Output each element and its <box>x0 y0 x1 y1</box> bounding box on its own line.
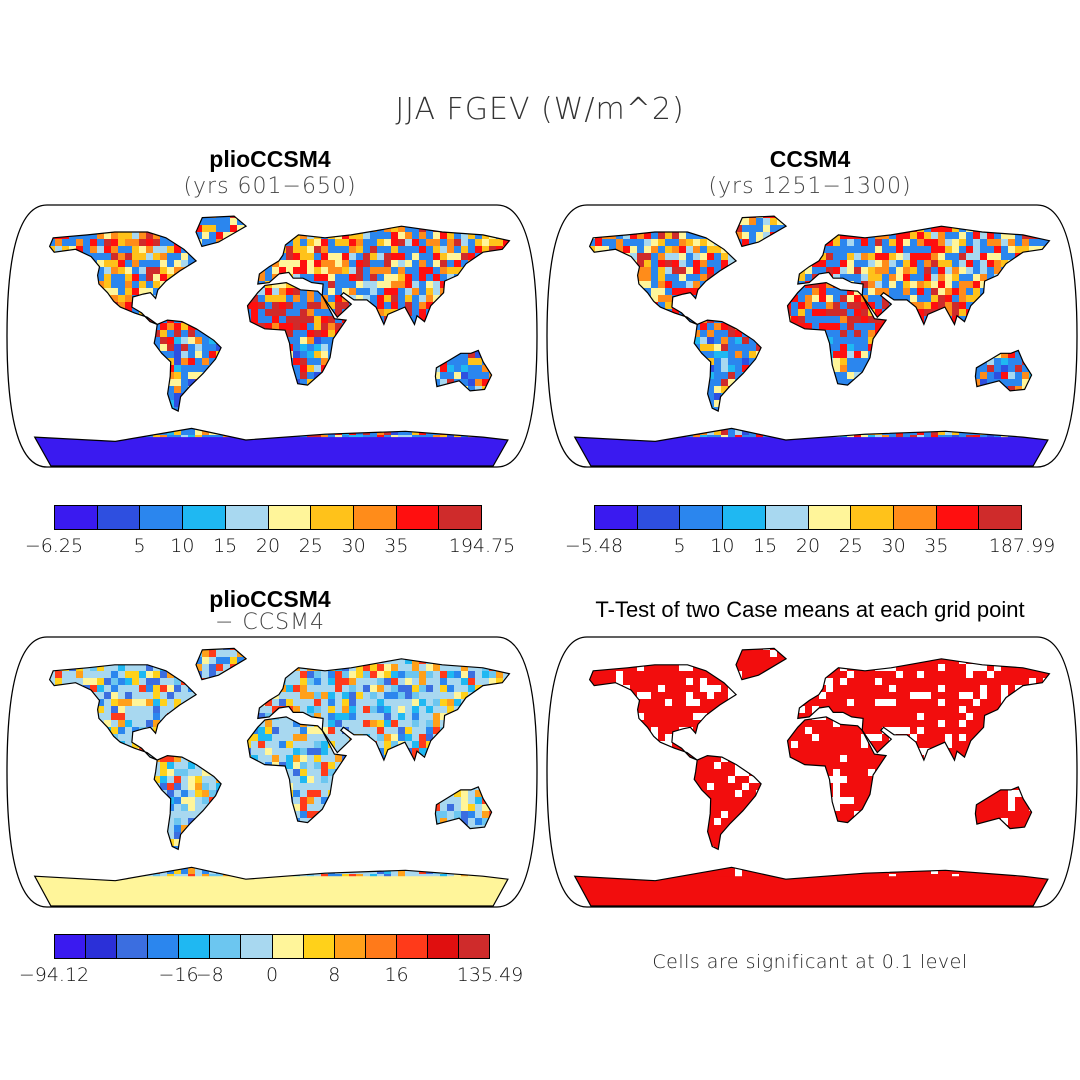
colorbar-swatch <box>808 506 852 529</box>
colorbar-swatch <box>459 935 490 958</box>
colorbar-swatch <box>723 506 766 529</box>
colorbar-swatch <box>680 506 724 529</box>
panel-2-map <box>546 204 1078 468</box>
colorbar-tick-label: −16 <box>158 964 199 986</box>
colorbar-swatch <box>396 506 440 529</box>
colorbar-tick-label: 25 <box>298 535 323 557</box>
colorbar-tick-label: −94.12 <box>18 964 90 986</box>
colorbar-swatch <box>303 935 335 958</box>
colorbar-tick-label: 35 <box>924 535 949 557</box>
colorbar-tick-label: 15 <box>753 535 778 557</box>
colorbar-swatch <box>86 935 118 958</box>
colorbar-swatch <box>140 506 184 529</box>
colorbar-swatch <box>765 506 809 529</box>
colorbar-swatch <box>595 506 638 529</box>
panel-3-title: plioCCSM4 <box>209 586 331 612</box>
colorbar-tick-label: 135.49 <box>456 964 524 986</box>
figure-title: JJA FGEV (W/m^2) <box>395 92 685 127</box>
colorbar-tick-label: 30 <box>341 535 366 557</box>
colorbar-tick-label: −5.48 <box>564 535 624 557</box>
colorbar-tick-label: 16 <box>384 964 409 986</box>
colorbar-tick-label: 20 <box>255 535 281 557</box>
colorbar-swatch <box>396 935 428 958</box>
colorbar-tick-label: 10 <box>710 535 735 557</box>
panel-4-map <box>546 636 1078 908</box>
colorbar-tick-label: 0 <box>265 964 279 986</box>
colorbar-swatch <box>272 935 304 958</box>
colorbar-swatch <box>55 935 87 958</box>
panel-1-title: plioCCSM4 <box>209 146 331 172</box>
panel-1-colorbar <box>54 505 482 530</box>
colorbar-tick-label: −6.25 <box>24 535 84 557</box>
colorbar-tick-label: 30 <box>881 535 906 557</box>
colorbar-tick-label: 10 <box>170 535 195 557</box>
colorbar-swatch <box>179 935 211 958</box>
colorbar-swatch <box>55 506 98 529</box>
significance-note: Cells are significant at 0.1 level <box>652 951 968 973</box>
colorbar-swatch <box>334 935 366 958</box>
panel-1-colorbar-ticks: −6.25 5 10 15 20 25 30 35 194.75 <box>25 535 515 559</box>
colorbar-tick-label: 8 <box>328 964 341 986</box>
panel-1-map <box>6 204 538 468</box>
colorbar-tick-label: −8 <box>195 964 224 986</box>
panel-4-title: T-Test of two Case means at each grid po… <box>595 597 1025 622</box>
colorbar-swatch <box>241 935 273 958</box>
colorbar-swatch <box>117 935 149 958</box>
panel-3-map <box>6 636 538 908</box>
panel-2-subtitle: (yrs 1251−1300) <box>708 174 912 199</box>
colorbar-tick-label: 194.75 <box>448 535 516 557</box>
panel-2-title: CCSM4 <box>769 146 851 172</box>
colorbar-tick-label: 35 <box>384 535 409 557</box>
colorbar-tick-label: 20 <box>795 535 821 557</box>
colorbar-swatch <box>311 506 354 529</box>
colorbar-swatch <box>439 506 482 529</box>
panel-2-colorbar-ticks: −5.48 5 10 15 20 25 30 35 187.99 <box>565 535 1055 559</box>
colorbar-swatch <box>225 506 269 529</box>
colorbar-tick-label: 15 <box>213 535 238 557</box>
colorbar-swatch <box>268 506 312 529</box>
panel-3-colorbar <box>54 934 490 959</box>
colorbar-swatch <box>936 506 980 529</box>
colorbar-swatch <box>210 935 242 958</box>
colorbar-swatch <box>851 506 894 529</box>
panel-1-subtitle: (yrs 601−650) <box>183 174 357 199</box>
panel-3-colorbar-ticks: −94.12 −16 −8 0 8 16 135.49 <box>19 964 523 988</box>
colorbar-swatch <box>148 935 180 958</box>
colorbar-tick-label: 25 <box>838 535 863 557</box>
colorbar-swatch <box>893 506 937 529</box>
colorbar-swatch <box>183 506 226 529</box>
colorbar-swatch <box>427 935 460 958</box>
colorbar-swatch <box>637 506 681 529</box>
panel-2-colorbar <box>594 505 1022 530</box>
colorbar-tick-label: 5 <box>133 535 146 557</box>
panel-3-subtitle: − CCSM4 <box>214 610 326 635</box>
colorbar-swatch <box>979 506 1022 529</box>
colorbar-swatch <box>365 935 397 958</box>
colorbar-swatch <box>97 506 141 529</box>
colorbar-tick-label: 5 <box>673 535 686 557</box>
colorbar-tick-label: 187.99 <box>988 535 1056 557</box>
colorbar-swatch <box>353 506 397 529</box>
